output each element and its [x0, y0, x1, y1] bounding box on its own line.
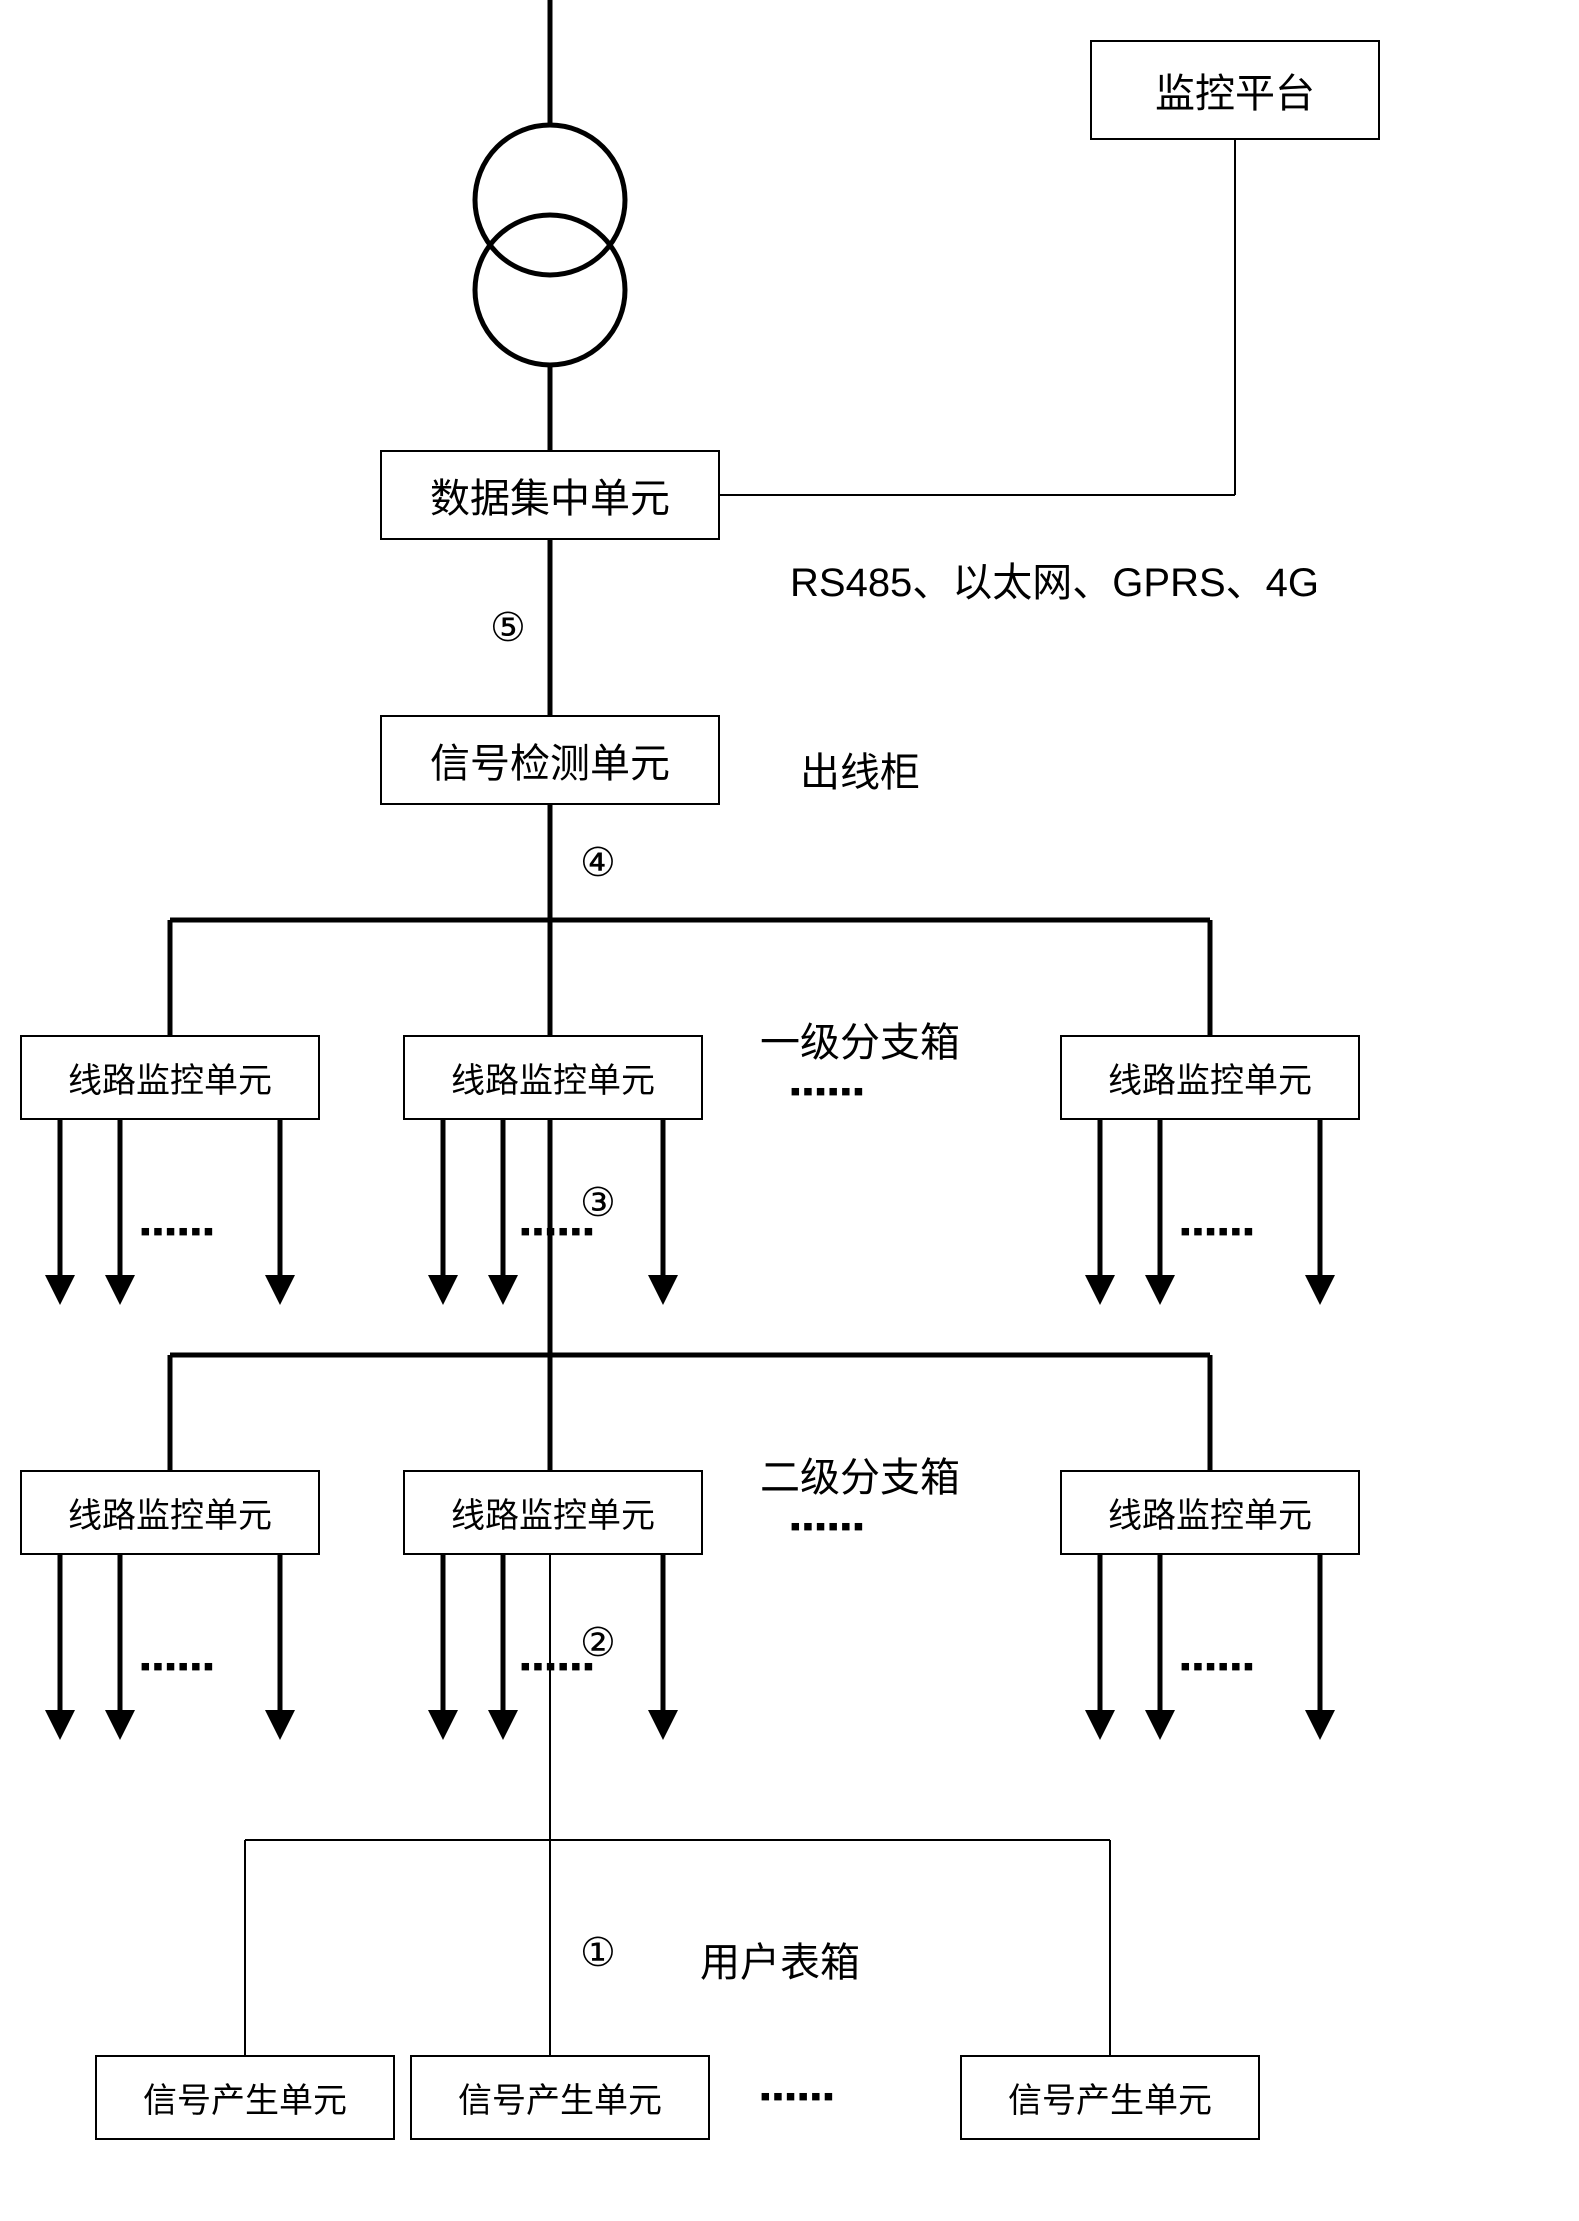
- ellipsis-dots: ▪▪▪▪▪▪: [1180, 1650, 1256, 1684]
- lm_a1-label: 线路监控单元: [68, 1053, 272, 1102]
- ellipsis-dots: ▪▪▪▪▪▪: [140, 1215, 216, 1249]
- sg_2-label: 信号产生单元: [458, 2073, 662, 2122]
- lm_a2-label: 线路监控单元: [451, 1053, 655, 1102]
- lm_a3-label: 线路监控单元: [1108, 1053, 1312, 1102]
- lm_b3-box: 线路监控单元: [1060, 1470, 1360, 1555]
- circled-number-c1: ①: [580, 1930, 616, 1976]
- ellipsis-dots: ▪▪▪▪▪▪: [520, 1650, 596, 1684]
- signal_detect-box: 信号检测单元: [380, 715, 720, 805]
- branch2-label: 二级分支箱: [760, 1445, 960, 1503]
- lm_b2-box: 线路监控单元: [403, 1470, 703, 1555]
- branch1-label: 一级分支箱: [760, 1010, 960, 1068]
- lm_a3-box: 线路监控单元: [1060, 1035, 1360, 1120]
- sg_1-label: 信号产生单元: [143, 2073, 347, 2122]
- ellipsis-dots: ▪▪▪▪▪▪: [1180, 1215, 1256, 1249]
- lm_b1-label: 线路监控单元: [68, 1488, 272, 1537]
- sg_1-box: 信号产生单元: [95, 2055, 395, 2140]
- outgoing_cabinet-label: 出线柜: [800, 740, 920, 798]
- circled-number-c5: ⑤: [490, 605, 526, 651]
- user_box-label: 用户表箱: [700, 1930, 860, 1988]
- ellipsis-dots: ▪▪▪▪▪▪: [760, 2080, 836, 2114]
- sg_3-label: 信号产生单元: [1008, 2073, 1212, 2122]
- signal_detect-label: 信号检测单元: [430, 731, 670, 789]
- data_concentrate-label: 数据集中单元: [430, 466, 670, 524]
- lm_a2-box: 线路监控单元: [403, 1035, 703, 1120]
- monitor_platform-box: 监控平台: [1090, 40, 1380, 140]
- ellipsis-dots: ▪▪▪▪▪▪: [520, 1215, 596, 1249]
- lm_a1-box: 线路监控单元: [20, 1035, 320, 1120]
- monitor_platform-label: 监控平台: [1155, 61, 1315, 119]
- lm_b3-label: 线路监控单元: [1108, 1488, 1312, 1537]
- ellipsis-dots: ▪▪▪▪▪▪: [790, 1075, 866, 1109]
- data_concentrate-box: 数据集中单元: [380, 450, 720, 540]
- ellipsis-dots: ▪▪▪▪▪▪: [140, 1650, 216, 1684]
- sg_2-box: 信号产生单元: [410, 2055, 710, 2140]
- sg_3-box: 信号产生单元: [960, 2055, 1260, 2140]
- lm_b2-label: 线路监控单元: [451, 1488, 655, 1537]
- comm-label: RS485、以太网、GPRS、4G: [790, 550, 1319, 608]
- ellipsis-dots: ▪▪▪▪▪▪: [790, 1510, 866, 1544]
- circled-number-c4: ④: [580, 840, 616, 886]
- lm_b1-box: 线路监控单元: [20, 1470, 320, 1555]
